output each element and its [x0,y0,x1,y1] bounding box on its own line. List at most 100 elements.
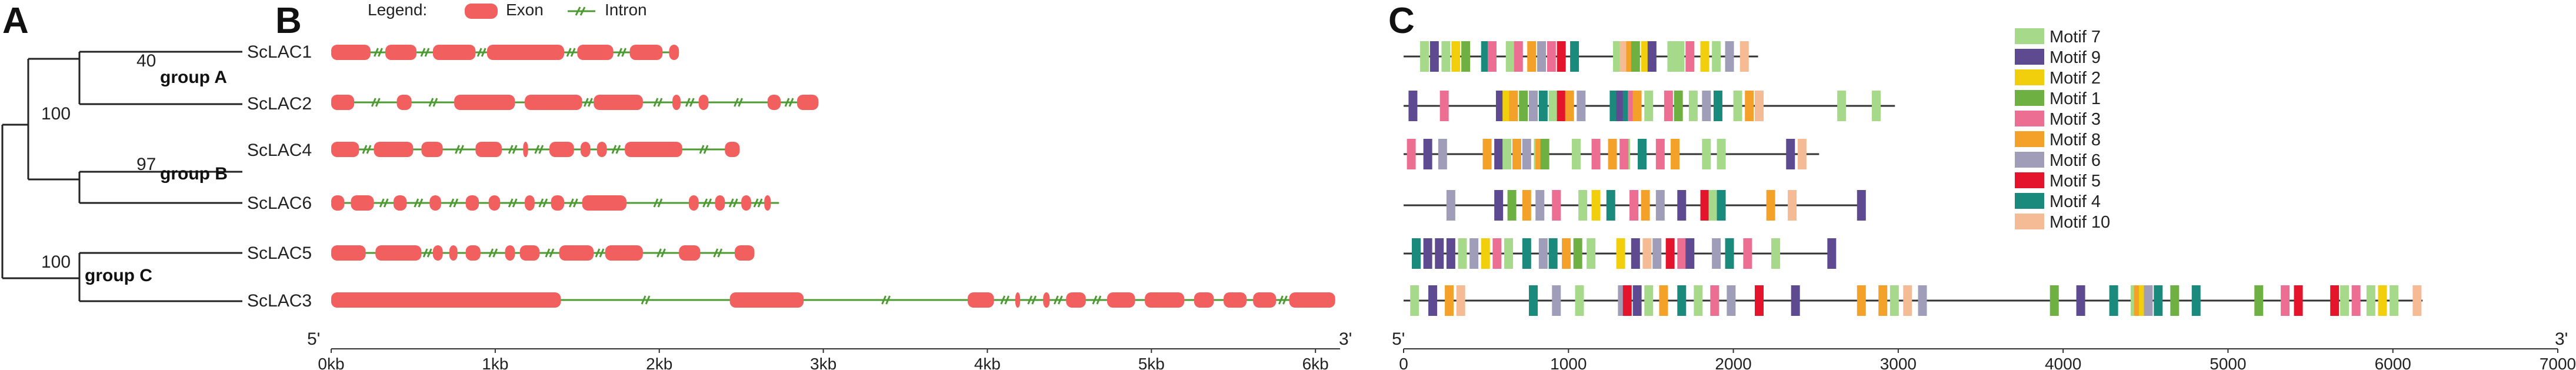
motif-box [1677,285,1687,316]
motif-box [1712,238,1721,269]
gene-axis-tick-label: 2kb [646,355,672,370]
intron-hash [488,248,498,258]
exon-block [580,142,591,157]
exon-block [505,245,515,261]
motif-box [1665,238,1675,269]
motif-box [2144,285,2153,316]
motif-legend-label: Motif 5 [2050,172,2101,191]
exon-block [488,195,501,211]
motif-box [1494,190,1504,221]
gene-row [331,142,740,157]
motif-box [2351,285,2361,316]
motif-axis: 5' 3' 0 1000 2000 3000 4000 5000 6000 7000 [1392,329,2576,370]
motif-legend-swatch [2015,193,2044,209]
exon-block [767,95,781,110]
motif-axis-ticks: 0 1000 2000 3000 4000 5000 6000 7000 [1399,349,2576,370]
motif-box [1674,91,1683,121]
motif-box [1570,41,1579,72]
exon-block [331,245,366,261]
bootstrap-label: 97 [136,155,156,174]
motif-box [1647,41,1657,72]
gene-axis-tick-label: 4kb [974,355,1001,370]
motif-box [1677,190,1687,221]
motif-box [1410,285,1419,316]
motif-box [2330,285,2340,316]
exon-block [375,245,422,261]
motif-legend-label: Motif 7 [2050,28,2101,46]
exon-block [549,142,574,157]
exon-block [475,142,502,157]
gene-axis-3prime: 3' [1339,329,1352,349]
motif-box [1408,91,1418,121]
exon-block [1194,292,1214,308]
exon-block [331,95,355,110]
motif-box [1713,91,1722,121]
motif-axis-3prime: 3' [2555,329,2568,349]
motif-axis-tick-label: 6000 [2375,355,2411,370]
motif-box [1631,41,1640,72]
exon-block [1107,292,1135,308]
motif-legend-label: Motif 8 [2050,131,2101,149]
exon-block [331,142,359,157]
motif-box [1655,139,1665,169]
motif-box [1755,285,1764,316]
motif-box [1606,190,1615,221]
motif-box [1512,139,1521,169]
intron-hash [881,295,891,305]
exon-block [1043,292,1050,308]
motif-box [1461,41,1471,72]
motif-box [1688,91,1698,121]
intron-hash [379,198,389,208]
motif-box [1733,91,1742,121]
intron-hash [728,198,738,208]
panel-label-a: A [2,1,29,41]
motif-box [1587,238,1596,269]
motif-box [1522,238,1531,269]
exon-block [735,245,755,261]
exon-block [465,195,479,211]
motif-box [1578,190,1588,221]
intron-hash [1092,295,1102,305]
motif-box [1537,41,1547,72]
motif-box [1739,41,1749,72]
intron-hash [568,198,578,208]
intron-hash [362,145,372,154]
motif-box [1622,285,1632,316]
bootstrap-label: 100 [41,104,71,124]
protein-row [1404,41,1758,72]
motif-box [1872,91,1881,121]
motif-box [1644,285,1654,316]
motif-box [1745,91,1754,121]
motif-box [1632,91,1642,121]
exon-block [764,195,771,211]
motif-box [1727,285,1736,316]
intron-hash [374,48,383,57]
motif-box [1573,238,1582,269]
exon-block [374,142,414,157]
exon-block [688,195,699,211]
protein-row [1404,238,1837,269]
gene-structures [331,45,1335,308]
motif-legend-label: Motif 2 [2050,69,2101,88]
motif-box [1717,190,1726,221]
exon-block [577,45,614,60]
gene-row [331,195,779,211]
motif-box [1504,238,1513,269]
motif-box [1667,41,1677,72]
motif-legend-swatch [2015,214,2044,229]
motif-box [1591,139,1601,169]
motif-box [1694,285,1703,316]
motif-box [1619,139,1629,169]
gene-structure-legend: Legend: Exon Intron [368,1,647,19]
exon-block [629,45,663,60]
gene-axis-ticks: 0kb 1kb 2kb 3kb 4kb 5kb 6kb [318,349,1329,370]
exon-block [393,195,407,211]
motif-box [2390,285,2399,316]
intron-hash [753,198,763,208]
motif-box [1659,285,1668,316]
motif-box [1677,238,1687,269]
exon-block [596,142,607,157]
gene-axis-tick-label: 6kb [1302,355,1329,370]
intron-hash [455,145,464,154]
motif-box [1631,238,1640,269]
